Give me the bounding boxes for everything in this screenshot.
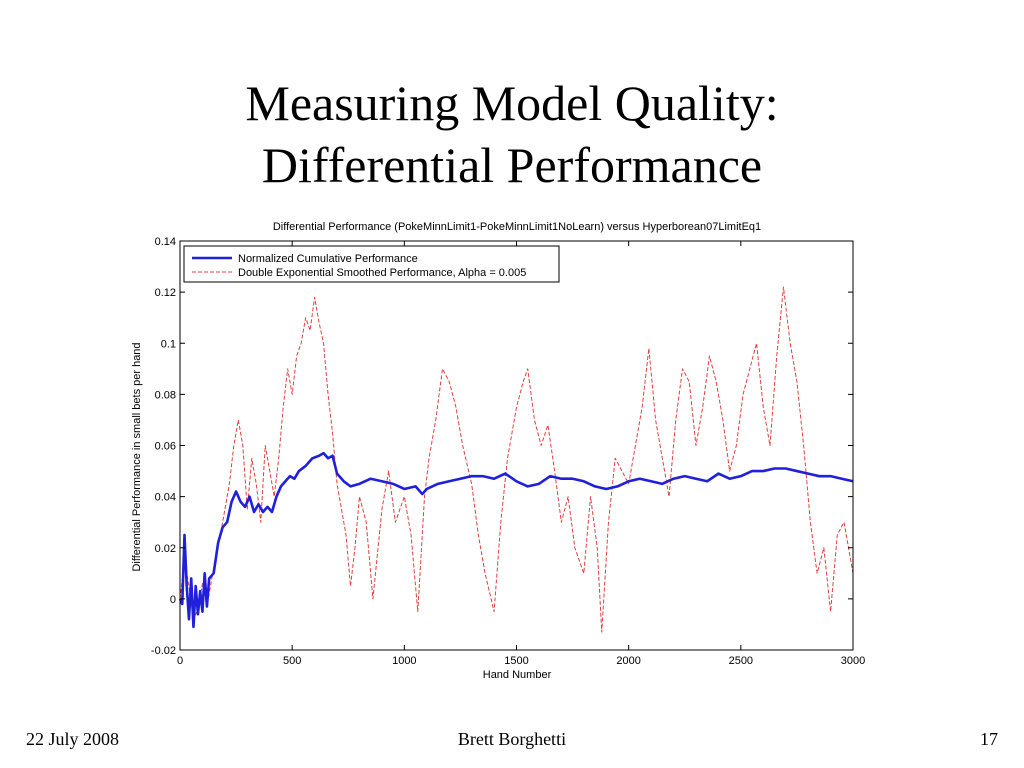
y-tick-label: 0.02: [155, 543, 176, 555]
y-tick-label: 0.08: [155, 389, 176, 401]
footer-page-number: 17: [980, 729, 998, 749]
x-tick-label: 3000: [841, 655, 865, 667]
x-tick-label: 0: [177, 655, 183, 667]
slide-title-line-2: Differential Performance: [261, 137, 763, 193]
slide-title-line-1: Measuring Model Quality:: [245, 75, 779, 131]
chart-container: Differential Performance (PokeMinnLimit1…: [120, 212, 880, 690]
chart-title: Differential Performance (PokeMinnLimit1…: [273, 221, 761, 233]
legend: Normalized Cumulative Performance Double …: [183, 245, 560, 283]
y-axis-label: Differential Performance in small bets p…: [131, 342, 143, 571]
series-line-1: [178, 451, 854, 629]
x-axis-label: Hand Number: [483, 669, 552, 681]
plot-area: [178, 241, 854, 650]
chart: Differential Performance (PokeMinnLimit1…: [131, 221, 865, 681]
y-tick-label: 0.1: [161, 338, 176, 350]
x-tick-label: 500: [283, 655, 301, 667]
y-tick-label: 0.12: [155, 287, 176, 299]
y-tick-label: 0.06: [155, 441, 176, 453]
legend-label-2: Double Exponential Smoothed Performance,…: [238, 267, 526, 279]
y-tick-label: 0: [170, 594, 176, 606]
x-tick-label: 2000: [616, 655, 640, 667]
plot-background: [180, 241, 853, 650]
y-tick-label: 0.04: [155, 492, 176, 504]
axes: 0 500 1000 1500 2000 2500 3000-0.0200.020.040.…: [151, 236, 865, 667]
slide-title: Measuring Model Quality: Differential Pe…: [0, 72, 1024, 196]
x-tick-label: 2500: [729, 655, 753, 667]
series-line-2: [179, 286, 854, 633]
y-tick-label: 0.14: [155, 236, 176, 248]
x-tick-label: 1000: [392, 655, 416, 667]
footer-date: 22 July 2008: [26, 729, 120, 749]
x-tick-label: 1500: [504, 655, 528, 667]
y-tick-label: -0.02: [151, 645, 176, 657]
footer-author: Brett Borghetti: [457, 729, 567, 749]
legend-label-1: Normalized Cumulative Performance: [238, 253, 418, 265]
legend-box: [183, 245, 560, 283]
